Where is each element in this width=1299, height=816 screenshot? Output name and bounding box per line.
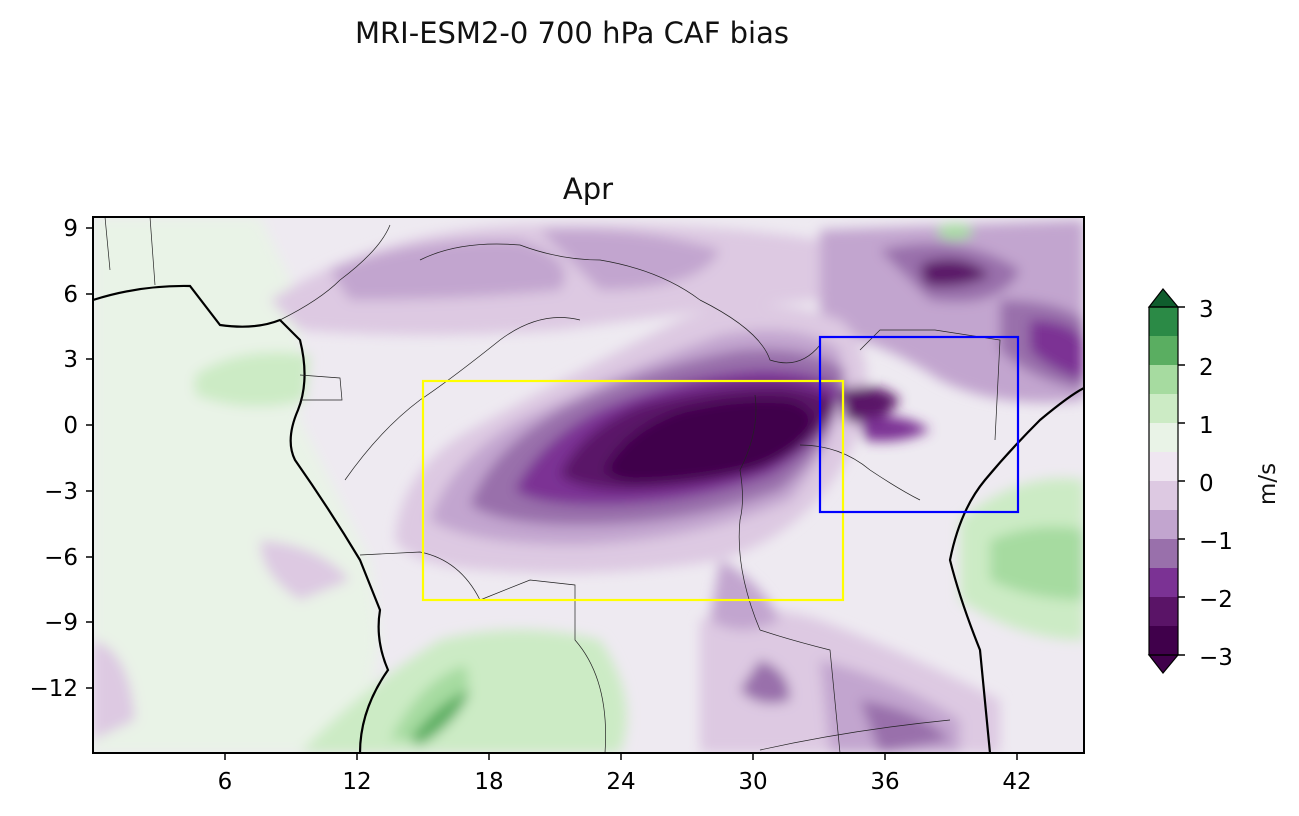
colorbar-extend-min xyxy=(1147,654,1180,674)
x-tick-label: 12 xyxy=(342,769,371,795)
west-coastline xyxy=(93,284,390,753)
colorbar-tick-label: 3 xyxy=(1199,297,1214,323)
y-tick-label: −6 xyxy=(44,545,78,571)
colorbar-label: m/s xyxy=(1255,462,1281,506)
yellow-box xyxy=(421,379,845,602)
y-tick-label: 3 xyxy=(63,347,78,373)
y-tick-label: −3 xyxy=(44,479,78,505)
colorbar-segment xyxy=(1149,336,1178,365)
bias-field xyxy=(93,217,1084,753)
x-tick-label: 36 xyxy=(870,769,899,795)
colorbar-tick-label: 2 xyxy=(1199,355,1214,381)
colorbar-segment xyxy=(1149,365,1178,394)
figure-title: MRI-ESM2-0 700 hPa CAF bias xyxy=(355,16,789,50)
x-tick-label: 6 xyxy=(218,769,233,795)
country-borders xyxy=(104,217,1001,753)
map-frame xyxy=(92,216,1085,754)
x-axis: 6 12 18 24 30 36 42 xyxy=(218,753,1032,795)
x-tick-label: 24 xyxy=(606,769,635,795)
y-tick-label: −9 xyxy=(44,610,78,636)
colorbar-segments xyxy=(1149,307,1178,655)
colorbar-segment xyxy=(1149,539,1178,568)
blue-box xyxy=(818,335,1020,514)
colorbar-tick-label: 0 xyxy=(1199,471,1214,497)
east-coastline xyxy=(948,387,1084,753)
colorbar-segment xyxy=(1149,510,1178,539)
y-tick-label: 9 xyxy=(63,216,78,242)
colorbar-segment xyxy=(1149,568,1178,597)
colorbar-segment xyxy=(1149,597,1178,626)
y-axis: 9 6 3 0 −3 −6 −9 −12 xyxy=(29,216,93,702)
map-area xyxy=(93,217,1084,753)
x-tick-label: 30 xyxy=(738,769,767,795)
colorbar-tick-label: 1 xyxy=(1199,413,1214,439)
colorbar-tick-label: −2 xyxy=(1199,587,1233,613)
colorbar-segment xyxy=(1149,423,1178,452)
panel-title: Apr xyxy=(562,172,614,206)
x-tick-label: 42 xyxy=(1002,769,1031,795)
colorbar-ticks xyxy=(1178,306,1185,656)
y-tick-label: 0 xyxy=(63,413,78,439)
colorbar-segment xyxy=(1149,626,1178,655)
colorbar-segment xyxy=(1149,452,1178,481)
colorbar: −3 −2 −1 0 1 2 3 xyxy=(1147,288,1233,674)
y-tick-label: −12 xyxy=(29,676,78,702)
y-tick-label: 6 xyxy=(63,282,78,308)
colorbar-extend-max xyxy=(1147,288,1180,308)
colorbar-segment xyxy=(1149,307,1178,336)
x-tick-label: 18 xyxy=(474,769,503,795)
colorbar-segment xyxy=(1149,394,1178,423)
colorbar-segment xyxy=(1149,481,1178,510)
colorbar-tick-label: −3 xyxy=(1199,645,1233,671)
colorbar-tick-label: −1 xyxy=(1199,529,1233,555)
